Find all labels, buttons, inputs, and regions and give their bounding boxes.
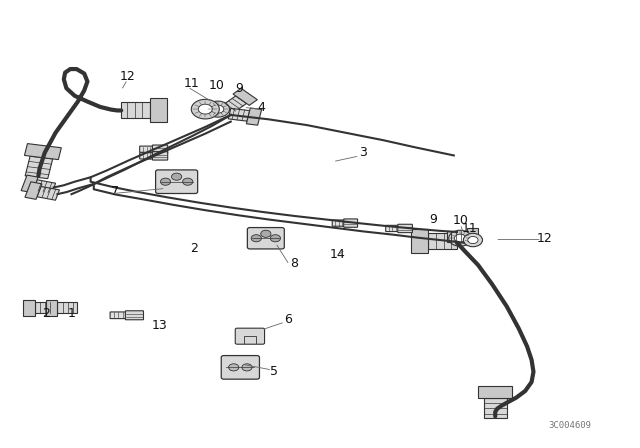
FancyBboxPatch shape	[140, 153, 154, 159]
Circle shape	[161, 178, 171, 185]
Text: 12: 12	[120, 70, 136, 83]
Text: 10: 10	[209, 78, 225, 91]
Text: 8: 8	[291, 257, 298, 270]
Circle shape	[454, 234, 466, 242]
Text: 3C004609: 3C004609	[548, 421, 591, 430]
Polygon shape	[150, 99, 167, 122]
Text: 11: 11	[462, 222, 477, 235]
FancyBboxPatch shape	[247, 228, 284, 249]
Text: 14: 14	[330, 248, 346, 261]
FancyBboxPatch shape	[398, 224, 412, 233]
FancyBboxPatch shape	[125, 311, 143, 320]
Polygon shape	[37, 186, 60, 200]
Text: 12: 12	[536, 232, 552, 245]
Circle shape	[228, 364, 239, 371]
Text: 2: 2	[42, 307, 50, 320]
Text: 10: 10	[452, 215, 468, 228]
FancyBboxPatch shape	[344, 219, 358, 227]
Polygon shape	[33, 180, 56, 194]
Circle shape	[463, 233, 483, 247]
Text: 5: 5	[270, 365, 278, 378]
Polygon shape	[467, 228, 478, 245]
Polygon shape	[246, 108, 262, 125]
Circle shape	[198, 104, 212, 114]
Polygon shape	[484, 398, 507, 418]
FancyBboxPatch shape	[236, 328, 264, 344]
Polygon shape	[233, 88, 257, 105]
Circle shape	[260, 230, 271, 237]
Polygon shape	[21, 175, 38, 193]
Polygon shape	[447, 231, 467, 242]
FancyBboxPatch shape	[221, 356, 259, 379]
Circle shape	[242, 364, 252, 371]
Circle shape	[449, 230, 472, 246]
Text: 9: 9	[235, 82, 243, 95]
Text: 9: 9	[429, 213, 437, 226]
Polygon shape	[228, 108, 250, 121]
Text: 3: 3	[360, 146, 367, 159]
FancyBboxPatch shape	[156, 170, 198, 194]
Circle shape	[270, 235, 280, 242]
Circle shape	[207, 101, 230, 117]
Circle shape	[212, 105, 224, 113]
Polygon shape	[23, 300, 35, 316]
FancyBboxPatch shape	[152, 152, 168, 160]
FancyBboxPatch shape	[332, 220, 345, 226]
Circle shape	[191, 99, 220, 119]
Circle shape	[251, 235, 261, 242]
Circle shape	[182, 178, 193, 185]
Polygon shape	[478, 386, 513, 398]
Polygon shape	[24, 144, 61, 159]
Text: 1: 1	[68, 307, 76, 320]
Polygon shape	[58, 302, 77, 313]
FancyBboxPatch shape	[386, 225, 399, 232]
Text: 6: 6	[284, 313, 292, 326]
Text: 4: 4	[257, 101, 266, 114]
Polygon shape	[25, 182, 42, 199]
Polygon shape	[35, 302, 54, 313]
Text: 11: 11	[184, 77, 199, 90]
FancyBboxPatch shape	[140, 146, 154, 152]
Circle shape	[468, 237, 478, 244]
Polygon shape	[121, 103, 150, 118]
FancyBboxPatch shape	[152, 145, 168, 153]
Polygon shape	[411, 229, 428, 254]
Text: 2: 2	[190, 242, 198, 255]
FancyBboxPatch shape	[110, 312, 127, 319]
Polygon shape	[222, 96, 246, 113]
Text: 7: 7	[111, 185, 119, 198]
Text: 13: 13	[152, 319, 167, 332]
Polygon shape	[46, 300, 58, 316]
Circle shape	[172, 173, 182, 180]
Polygon shape	[428, 233, 457, 250]
Polygon shape	[25, 156, 52, 179]
